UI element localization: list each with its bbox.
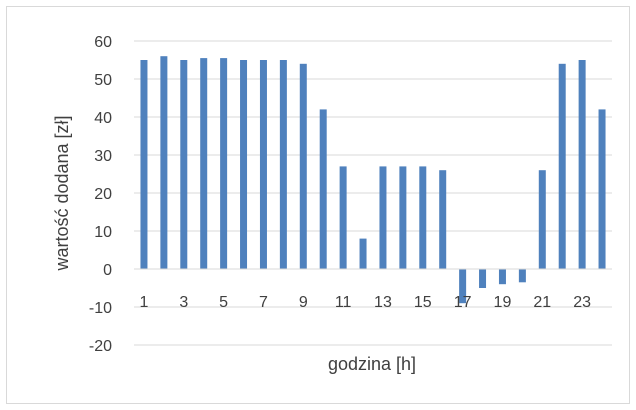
x-tick-label-13: 13 [374,294,392,311]
y-tick-label-30: 30 [94,148,112,165]
bar-2 [160,56,168,270]
x-tick-label-1: 1 [140,294,149,311]
x-tick-label-7: 7 [259,294,268,311]
x-tick-label-15: 15 [414,294,432,311]
bar-17 [459,269,467,304]
y-tick-label--20: -20 [89,338,112,355]
bar-20 [518,269,526,283]
x-tick-label-11: 11 [335,294,352,311]
x-tick-label-9: 9 [299,294,308,311]
bar-9 [299,63,307,269]
y-tick-label-10: 10 [94,224,112,241]
x-tick-label-23: 23 [573,294,591,311]
x-tick-label-21: 21 [533,294,551,311]
y-tick-label-0: 0 [103,262,112,279]
bar-13 [379,166,387,269]
bar-8 [279,60,287,269]
bar-7 [259,60,267,269]
bar-3 [180,60,188,269]
bar-23 [578,60,586,269]
x-tick-label-19: 19 [494,294,512,311]
y-tick-label--10: -10 [89,300,112,317]
bar-14 [399,166,407,269]
bar-15 [419,166,427,269]
bar-12 [359,238,367,269]
bar-24 [598,109,606,270]
x-tick-label-3: 3 [179,294,188,311]
bar-6 [240,60,248,269]
bar-11 [339,166,347,269]
x-tick-label-17: 17 [454,294,472,311]
bar-21 [538,170,546,269]
bar-5 [220,58,228,269]
bar-10 [319,109,327,270]
x-axis-title: godzina [h] [328,354,416,374]
y-axis-title: wartość dodana [zł] [52,115,72,271]
y-tick-label-50: 50 [94,72,112,89]
y-tick-label-40: 40 [94,110,112,127]
bar-19 [498,269,506,285]
bar-1 [140,60,148,269]
bar-4 [200,58,208,269]
y-tick-label-20: 20 [94,186,112,203]
x-tick-label-5: 5 [219,294,228,311]
bar-16 [439,170,447,269]
bar-18 [479,269,487,288]
y-tick-label-60: 60 [94,34,112,51]
bar-22 [558,63,566,269]
chart-frame [6,6,630,404]
